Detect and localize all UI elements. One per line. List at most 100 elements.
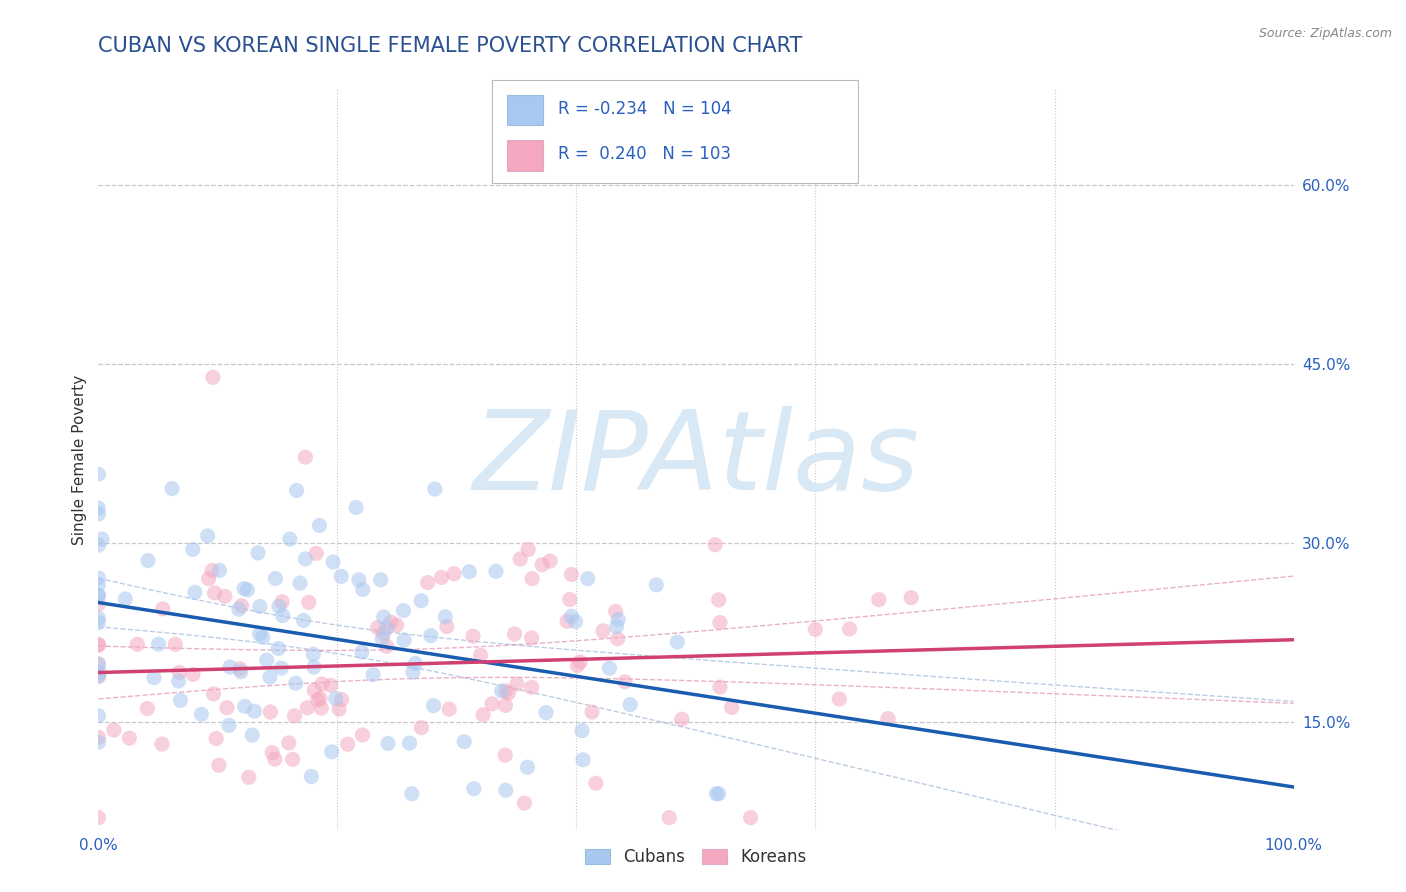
Point xyxy=(585,776,607,790)
Point xyxy=(361,667,384,681)
Point xyxy=(481,697,503,711)
Point xyxy=(868,592,890,607)
Point xyxy=(377,736,399,750)
Point xyxy=(262,746,284,760)
Point xyxy=(87,467,110,482)
Point xyxy=(127,637,149,651)
Point xyxy=(302,647,325,661)
Point xyxy=(416,575,439,590)
Point xyxy=(229,665,252,679)
Point xyxy=(278,532,301,546)
Point xyxy=(152,602,174,616)
Point xyxy=(461,629,484,643)
Point xyxy=(707,787,730,801)
Point xyxy=(520,681,543,695)
Point xyxy=(233,582,256,596)
Point xyxy=(321,745,343,759)
Point xyxy=(430,570,453,584)
Point xyxy=(87,501,110,516)
Point xyxy=(184,585,207,599)
Point xyxy=(87,589,110,603)
Point xyxy=(322,555,344,569)
Point xyxy=(256,653,278,667)
Point xyxy=(87,578,110,592)
Point xyxy=(344,500,367,515)
Point xyxy=(371,632,394,646)
Point xyxy=(605,604,627,618)
Point xyxy=(398,736,420,750)
Point xyxy=(828,692,851,706)
Point xyxy=(666,635,689,649)
Point xyxy=(308,518,330,533)
Point xyxy=(249,627,271,641)
Point xyxy=(231,599,253,613)
Point xyxy=(259,705,281,719)
Point xyxy=(87,657,110,672)
Point xyxy=(165,637,187,651)
Text: Source: ZipAtlas.com: Source: ZipAtlas.com xyxy=(1258,27,1392,40)
Point xyxy=(252,630,274,644)
Point xyxy=(576,572,599,586)
Point xyxy=(114,591,136,606)
Point xyxy=(538,554,561,568)
Point xyxy=(204,586,226,600)
Point xyxy=(411,593,433,607)
Point xyxy=(197,529,219,543)
Point xyxy=(201,564,224,578)
Point xyxy=(485,565,508,579)
Point xyxy=(373,626,395,640)
Point xyxy=(463,781,485,796)
Point xyxy=(560,567,582,582)
Point xyxy=(292,614,315,628)
Point xyxy=(87,597,110,611)
Point xyxy=(569,655,592,669)
Point xyxy=(87,638,110,652)
Point xyxy=(285,483,308,498)
Text: R = -0.234   N = 104: R = -0.234 N = 104 xyxy=(558,100,731,118)
Point xyxy=(373,610,395,624)
Point xyxy=(571,723,593,738)
Point xyxy=(263,752,285,766)
Point xyxy=(283,709,305,723)
Point xyxy=(118,731,141,745)
Point xyxy=(233,699,256,714)
Point xyxy=(281,752,304,766)
Point xyxy=(87,571,110,585)
Point xyxy=(87,538,110,552)
Point xyxy=(613,674,636,689)
Point xyxy=(160,482,183,496)
Point xyxy=(299,770,322,784)
Point xyxy=(707,593,730,607)
Point xyxy=(91,532,114,546)
Point xyxy=(370,573,392,587)
Point xyxy=(520,572,543,586)
Point xyxy=(325,691,347,706)
Point xyxy=(87,731,110,745)
Point xyxy=(336,737,359,751)
Point xyxy=(148,637,170,651)
Point xyxy=(228,602,250,616)
Point xyxy=(294,552,316,566)
Point xyxy=(277,736,299,750)
Text: ZIPAtlas: ZIPAtlas xyxy=(472,406,920,513)
Point xyxy=(422,698,444,713)
Point xyxy=(509,552,531,566)
Point xyxy=(305,546,328,560)
Point xyxy=(309,691,332,706)
Point xyxy=(208,758,231,772)
Point xyxy=(87,588,110,602)
Point xyxy=(103,723,125,737)
Point xyxy=(87,811,110,825)
Point xyxy=(271,595,294,609)
Point xyxy=(350,645,373,659)
Point xyxy=(877,712,900,726)
Point xyxy=(401,787,423,801)
Point xyxy=(311,677,333,691)
Point xyxy=(517,542,540,557)
Point xyxy=(87,507,110,521)
Point xyxy=(423,482,446,496)
Point xyxy=(555,614,578,628)
Legend: Cubans, Koreans: Cubans, Koreans xyxy=(579,842,813,873)
Point xyxy=(304,683,326,698)
Point xyxy=(560,609,582,624)
